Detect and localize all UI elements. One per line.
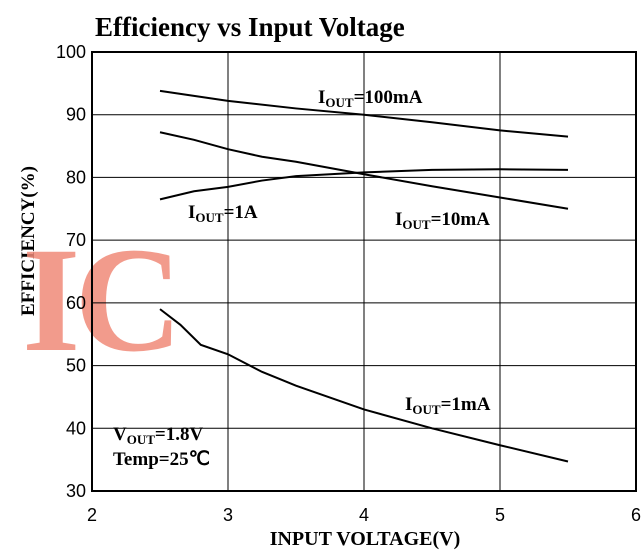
y-tick-label: 40 — [66, 418, 86, 438]
series-label: IOUT=1mA — [405, 394, 491, 417]
x-tick-label: 4 — [359, 505, 369, 525]
series-label-part: =1A — [224, 202, 258, 223]
y-tick-label: 30 — [66, 481, 86, 501]
x-axis-label: INPUT VOLTAGE(V) — [270, 528, 461, 550]
series-label-part: I — [405, 394, 412, 415]
series-label-part: =100mA — [354, 87, 423, 108]
series-line — [159, 168, 569, 201]
series-label-part: I — [318, 87, 325, 108]
series-label-part: I — [395, 209, 402, 230]
annotation-part: OUT — [127, 432, 156, 447]
annotation: Temp=25℃ — [113, 449, 210, 470]
y-tick-label: 80 — [66, 167, 86, 187]
series-label: IOUT=100mA — [318, 87, 423, 110]
series-label-part: =10mA — [431, 209, 491, 230]
x-tick-label: 6 — [631, 505, 641, 525]
annotation-part: Temp=25℃ — [113, 449, 210, 470]
chart-title: Efficiency vs Input Voltage — [95, 12, 405, 42]
y-tick-label: 50 — [66, 356, 86, 376]
y-tick-label: 70 — [66, 230, 86, 250]
series-line — [159, 131, 569, 210]
series-line — [159, 308, 569, 463]
y-tick-label: 100 — [56, 42, 86, 62]
x-tick-label: 2 — [87, 505, 97, 525]
annotation: VOUT=1.8V — [113, 424, 203, 447]
y-tick-label: 90 — [66, 105, 86, 125]
x-tick-label: 5 — [495, 505, 505, 525]
series-line — [159, 89, 569, 138]
plot-frame — [91, 51, 637, 492]
series-label-part: =1mA — [441, 394, 491, 415]
series-label: IOUT=1A — [188, 202, 258, 225]
annotation-part: =1.8V — [155, 424, 204, 445]
watermark: IC — [22, 217, 177, 383]
x-tick-label: 3 — [223, 505, 233, 525]
series-label: IOUT=10mA — [395, 209, 490, 232]
series-label-part: OUT — [412, 402, 441, 417]
series-label-part: I — [188, 202, 195, 223]
series-label-part: OUT — [195, 210, 224, 225]
y-axis-label: EFFICIENCY(%) — [18, 166, 39, 316]
series-label-part: OUT — [325, 95, 354, 110]
y-tick-label: 60 — [66, 293, 86, 313]
series-label-part: OUT — [402, 217, 431, 232]
annotation-part: V — [113, 424, 127, 445]
